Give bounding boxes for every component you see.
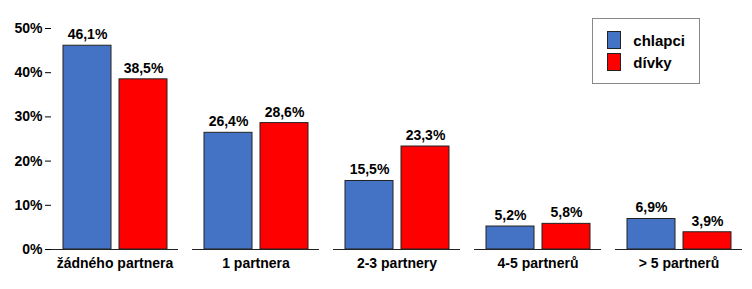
svg-text:46,1%: 46,1%: [68, 26, 108, 42]
svg-text:50%: 50%: [14, 20, 43, 36]
svg-text:2-3 partnery: 2-3 partnery: [357, 255, 437, 271]
svg-text:6,9%: 6,9%: [636, 199, 668, 215]
svg-text:> 5 partnerů: > 5 partnerů: [639, 255, 720, 271]
svg-text:žádného partnera: žádného partnera: [57, 255, 174, 271]
svg-text:30%: 30%: [14, 108, 43, 124]
svg-text:5,2%: 5,2%: [495, 207, 527, 223]
svg-text:23,3%: 23,3%: [406, 127, 446, 143]
svg-text:20%: 20%: [14, 153, 43, 169]
html-text:chlapci: chlapci: [633, 31, 685, 49]
svg-text:26,4%: 26,4%: [209, 113, 249, 129]
html-text:dívky: dívky: [633, 53, 672, 71]
svg-text:1 partnera: 1 partnera: [222, 255, 290, 271]
svg-text:40%: 40%: [14, 64, 43, 80]
svg-text:38,5%: 38,5%: [124, 60, 164, 76]
svg-text:4-5 partnerů: 4-5 partnerů: [498, 255, 579, 271]
svg-text:28,6%: 28,6%: [265, 104, 305, 120]
svg-text:0%: 0%: [22, 241, 43, 257]
svg-text:10%: 10%: [14, 197, 43, 213]
svg-text:15,5%: 15,5%: [350, 161, 390, 177]
svg-text:5,8%: 5,8%: [551, 204, 583, 220]
svg-text:3,9%: 3,9%: [692, 213, 724, 229]
